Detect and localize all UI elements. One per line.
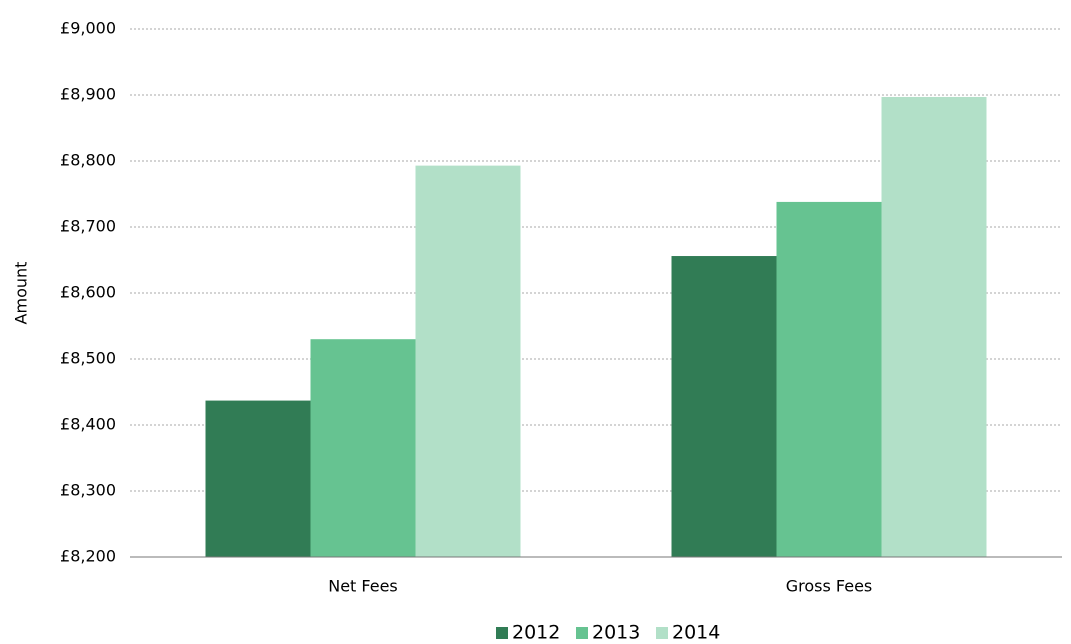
- y-tick-label: £8,200: [60, 547, 116, 566]
- bar: [671, 256, 777, 557]
- legend-swatch: [496, 627, 508, 639]
- legend-label: 2014: [672, 622, 720, 644]
- legend-swatch: [576, 627, 588, 639]
- legend-label: 2013: [592, 622, 640, 644]
- y-axis-label: Amount: [12, 262, 31, 325]
- bar: [881, 96, 987, 557]
- bar: [776, 201, 882, 558]
- y-tick-label: £8,900: [60, 85, 116, 104]
- legend-label: 2012: [512, 622, 560, 644]
- x-tick-label: Gross Fees: [786, 577, 873, 596]
- y-tick-label: £8,500: [60, 349, 116, 368]
- y-tick-label: £8,800: [60, 151, 116, 170]
- y-tick-label: £8,600: [60, 283, 116, 302]
- x-tick-label: Net Fees: [328, 577, 398, 596]
- bar: [205, 400, 311, 557]
- y-tick-label: £8,400: [60, 415, 116, 434]
- bar: [415, 165, 521, 557]
- y-tick-label: £8,300: [60, 481, 116, 500]
- y-tick-label: £9,000: [60, 19, 116, 38]
- legend-swatch: [656, 627, 668, 639]
- y-tick-label: £8,700: [60, 217, 116, 236]
- bar: [310, 339, 416, 557]
